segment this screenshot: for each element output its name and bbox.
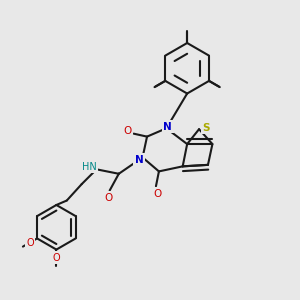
Text: O: O [26,238,34,248]
Text: HN: HN [82,162,96,172]
Text: O: O [123,126,131,136]
Text: N: N [164,122,172,132]
Text: O: O [52,253,60,263]
Text: O: O [104,193,112,202]
Text: S: S [203,123,210,133]
Text: O: O [153,189,162,199]
Text: N: N [135,155,143,165]
